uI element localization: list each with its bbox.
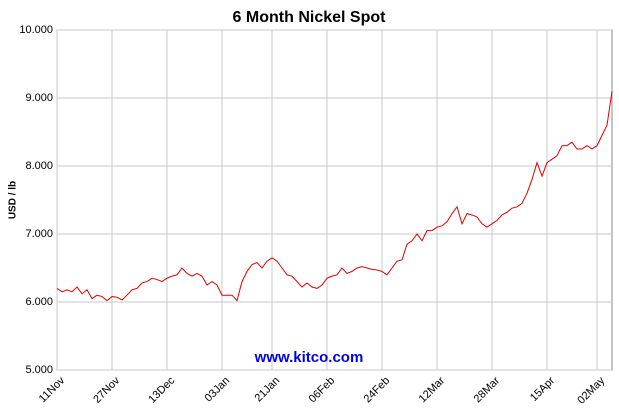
x-tick-label: 03Jan — [203, 375, 233, 405]
x-tick-label: 11Nov — [37, 374, 68, 405]
y-tick-label: 9.000 — [25, 92, 53, 104]
x-tick-label: 06Feb — [307, 375, 338, 406]
y-tick-label: 7.000 — [25, 228, 53, 240]
price-line — [56, 91, 613, 302]
chart-title: 6 Month Nickel Spot — [233, 9, 387, 26]
y-tick-label: 8.000 — [25, 160, 53, 172]
y-tick-label: 10.000 — [19, 24, 53, 36]
watermark: www.kitco.com — [254, 349, 364, 366]
plot-area — [56, 29, 613, 371]
x-tick-label: 28Mar — [472, 374, 503, 405]
x-tick-label: 24Feb — [362, 375, 393, 406]
x-tick-label: 12Mar — [417, 374, 448, 405]
y-axis-label: USD / lb — [8, 181, 19, 219]
x-tick-label: 13Dec — [146, 374, 177, 405]
x-tick-label: 15Apr — [528, 374, 557, 403]
x-tick-label: 27Nov — [91, 374, 122, 405]
x-tick-label: 02May — [575, 374, 607, 406]
y-tick-label: 6.000 — [25, 296, 53, 308]
x-tick-label: 21Jan — [253, 375, 283, 405]
y-tick-label: 5.000 — [25, 364, 53, 376]
